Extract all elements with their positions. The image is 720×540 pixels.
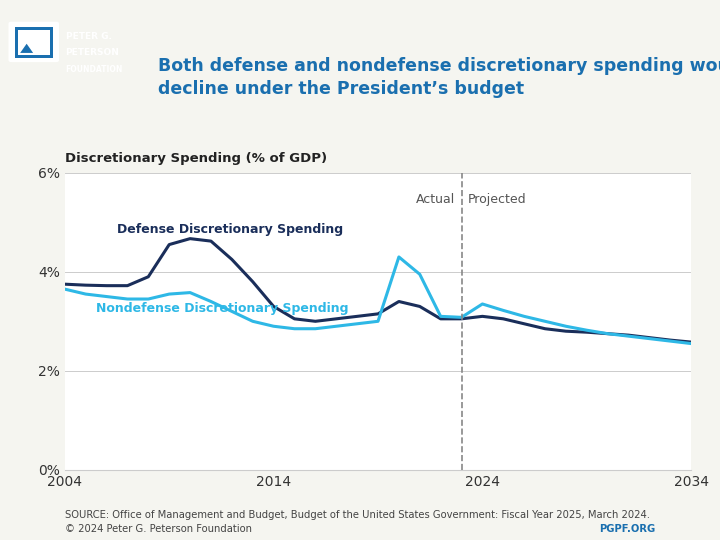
Text: PETER G.: PETER G.	[66, 32, 112, 41]
Polygon shape	[17, 30, 50, 55]
Text: FOUNDATION: FOUNDATION	[66, 65, 123, 74]
Text: Discretionary Spending (% of GDP): Discretionary Spending (% of GDP)	[65, 152, 327, 165]
Text: Nondefense Discretionary Spending: Nondefense Discretionary Spending	[96, 302, 348, 315]
Text: SOURCE: Office of Management and Budget, Budget of the United States Government:: SOURCE: Office of Management and Budget,…	[65, 510, 649, 521]
Polygon shape	[20, 44, 33, 53]
Text: Actual: Actual	[416, 193, 455, 206]
Text: PGPF.ORG: PGPF.ORG	[599, 524, 655, 534]
Text: Projected: Projected	[468, 193, 526, 206]
Text: Both defense and nondefense discretionary spending would
decline under the Presi: Both defense and nondefense discretionar…	[158, 57, 720, 98]
Text: © 2024 Peter G. Peterson Foundation: © 2024 Peter G. Peterson Foundation	[65, 524, 252, 534]
Polygon shape	[15, 27, 53, 57]
FancyBboxPatch shape	[9, 22, 59, 62]
Text: Defense Discretionary Spending: Defense Discretionary Spending	[117, 223, 343, 236]
Text: PETERSON: PETERSON	[66, 49, 120, 57]
